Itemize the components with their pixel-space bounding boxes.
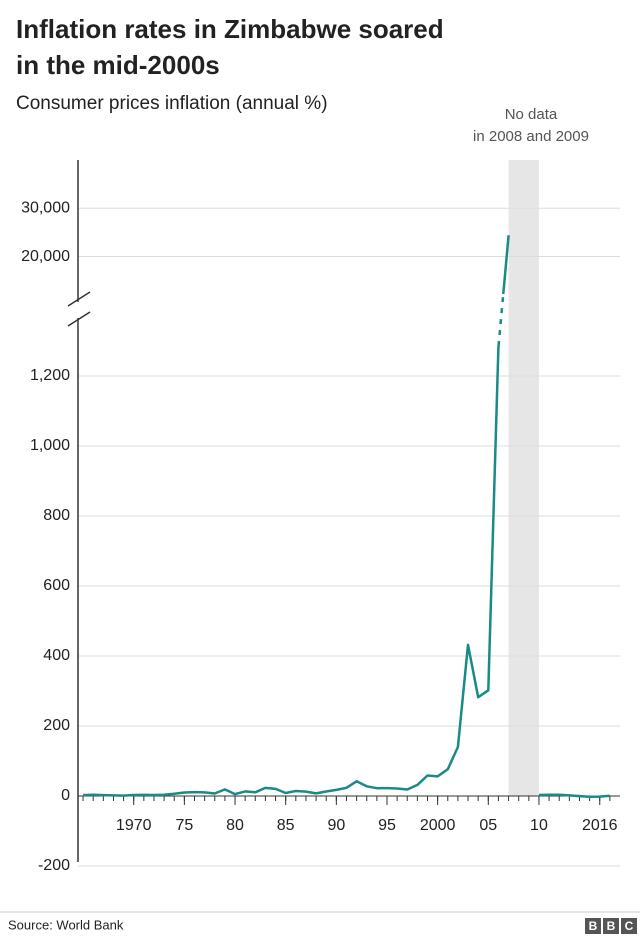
x-tick-label: 90	[327, 817, 345, 834]
logo-letter: B	[607, 919, 616, 933]
y-tick-label: 200	[43, 717, 70, 734]
y-tick-label: 400	[43, 647, 70, 664]
annotation: No data	[505, 106, 558, 123]
logo-box	[603, 918, 619, 934]
y-tick-label: 800	[43, 507, 70, 524]
logo-box	[621, 918, 637, 934]
y-tick-label: 1,200	[30, 367, 70, 384]
y-tick-label: 20,000	[21, 248, 70, 265]
x-tick-label: 2000	[420, 817, 456, 834]
logo-box	[585, 918, 601, 934]
annotation: in 2008 and 2009	[473, 128, 589, 145]
no-data-band	[508, 160, 539, 796]
logo-letter: B	[589, 919, 598, 933]
y-tick-label: -200	[38, 857, 70, 874]
chart-title: in the mid-2000s	[16, 50, 220, 80]
chart-title: Inflation rates in Zimbabwe soared	[16, 14, 444, 44]
x-tick-label: 10	[530, 817, 548, 834]
y-tick-label: 600	[43, 577, 70, 594]
data-line	[83, 235, 611, 799]
chart-subtitle: Consumer prices inflation (annual %)	[16, 93, 328, 114]
source: Source: World Bank	[8, 917, 124, 932]
x-tick-label: 80	[226, 817, 244, 834]
axis-break	[67, 291, 91, 307]
x-tick-label: 05	[479, 817, 497, 834]
y-tick-label: 1,000	[30, 437, 70, 454]
x-tick-label: 75	[175, 817, 193, 834]
y-tick-label: 0	[61, 787, 70, 804]
y-tick-label: 30,000	[21, 199, 70, 216]
x-tick-label: 85	[277, 817, 295, 834]
x-tick-label: 95	[378, 817, 396, 834]
axis-break	[67, 311, 91, 327]
x-tick-label: 2016	[582, 817, 618, 834]
break-dash	[496, 293, 506, 342]
x-tick-label: 1970	[116, 817, 152, 834]
logo-letter: C	[625, 919, 634, 933]
